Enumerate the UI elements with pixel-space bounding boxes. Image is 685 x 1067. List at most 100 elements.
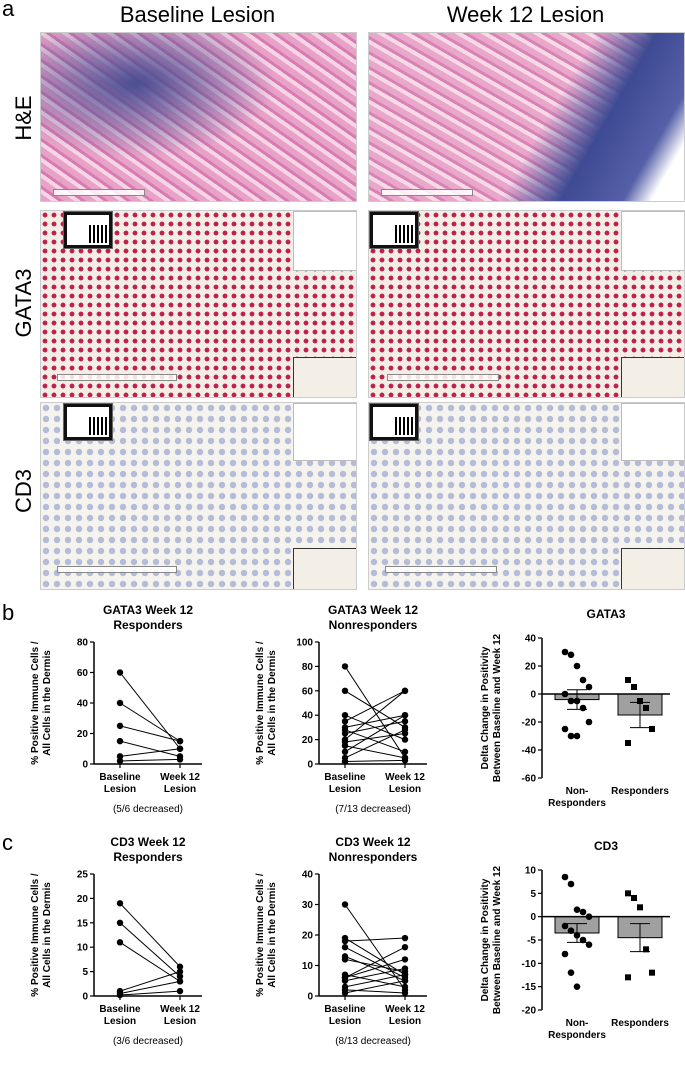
- week12-point: [401, 944, 409, 951]
- slide-thumbnail: [621, 211, 684, 271]
- data-point: [567, 880, 575, 888]
- chart-caption: (8/13 decreased): [335, 1036, 411, 1047]
- baseline-point: [341, 977, 349, 984]
- magnified-inset: [293, 548, 356, 589]
- gata3-week12-image: [368, 210, 685, 398]
- pair-line: [344, 968, 406, 982]
- pair-line: [119, 902, 181, 968]
- y-axis-label-line: % Positive Immune Cells /: [30, 873, 41, 997]
- week12-point: [401, 971, 409, 978]
- data-point: [561, 922, 569, 930]
- data-point: [561, 725, 569, 733]
- pair-line: [344, 958, 406, 973]
- x-tick-label: Responders: [611, 786, 669, 797]
- week12-point: [176, 978, 184, 985]
- baseline-point: [341, 663, 349, 670]
- week12-point: [176, 756, 184, 763]
- y-tick-label: 80: [302, 662, 314, 673]
- x-tick-label: Baseline: [324, 772, 366, 783]
- data-point: [579, 676, 587, 684]
- week12-point: [401, 983, 409, 991]
- baseline-point: [341, 718, 349, 725]
- week12-point: [401, 687, 409, 694]
- pair-line: [344, 690, 406, 722]
- y-tick-label: 10: [302, 961, 314, 972]
- x-tick-label: Responders: [548, 1030, 606, 1041]
- he-baseline-image: [40, 32, 357, 202]
- y-tick-label: 25: [77, 870, 89, 881]
- data-point: [561, 873, 569, 881]
- pair-line: [344, 690, 406, 728]
- row-label-he: H&E: [11, 95, 36, 141]
- slide-thumbnail: [293, 403, 356, 461]
- y-axis-label-line: % Positive Immune Cells /: [255, 873, 266, 997]
- y-axis-label: % Positive Immune Cells / All Cells in th…: [30, 873, 53, 997]
- chart-gata3-responders: GATA3 Week 12 Responders % Positive Immune…: [22, 600, 237, 830]
- data-point: [585, 718, 593, 726]
- week12-point: [401, 726, 409, 734]
- week12-point: [401, 956, 409, 963]
- baseline-point: [341, 956, 349, 963]
- panel-letter-c: c: [2, 830, 13, 855]
- y-tick-label: 80: [77, 638, 89, 649]
- y-axis-label-line: All Cells in the Dermis: [42, 650, 53, 756]
- slide-label-sticker: [63, 211, 113, 249]
- x-tick-label: Non-: [566, 1018, 589, 1029]
- chart-caption: (3/6 decreased): [113, 1036, 183, 1047]
- week12-point: [401, 965, 409, 972]
- pair-line: [119, 748, 181, 757]
- y-tick-label: -15: [522, 982, 537, 993]
- pair-line: [119, 725, 181, 742]
- y-tick-label: -10: [522, 959, 537, 970]
- chart-title: CD3 Week 12: [335, 835, 410, 849]
- pair-line: [344, 980, 406, 994]
- panel-letter-b: b: [2, 600, 15, 625]
- baseline-point: [116, 699, 124, 707]
- y-tick-label: 40: [302, 711, 314, 722]
- chart-caption: (7/13 decreased): [335, 804, 411, 815]
- pair-line: [344, 729, 406, 753]
- data-point: [649, 969, 655, 976]
- pair-line: [344, 974, 406, 988]
- y-tick-label: 10: [525, 866, 537, 877]
- pair-line: [344, 714, 406, 753]
- y-axis-label: Delta Change in Positivity Between Baseli…: [480, 865, 503, 1014]
- baseline-point: [341, 944, 349, 951]
- week12-point: [401, 712, 409, 719]
- data-point: [573, 662, 581, 670]
- week12-point: [176, 987, 184, 995]
- pair-line: [344, 946, 406, 979]
- y-tick-label: 0: [82, 760, 88, 771]
- y-tick-label: -5: [527, 936, 536, 947]
- magnified-inset: [293, 357, 356, 397]
- y-tick-label: -20: [522, 1006, 537, 1017]
- data-point: [631, 684, 637, 690]
- pair-line: [344, 729, 406, 759]
- y-tick-label: 30: [302, 900, 314, 911]
- week12-point: [176, 968, 184, 975]
- x-tick-label: Lesion: [104, 1016, 136, 1027]
- week12-point: [176, 745, 184, 752]
- x-tick-label: Baseline: [324, 1004, 366, 1015]
- week12-point: [401, 977, 409, 984]
- pair-line: [119, 740, 181, 757]
- week12-point: [401, 757, 409, 764]
- y-axis-label-line: All Cells in the Dermis: [267, 650, 278, 756]
- x-tick-label: Lesion: [389, 784, 421, 795]
- y-tick-label: 60: [77, 668, 89, 679]
- y-tick-label: 0: [530, 690, 536, 701]
- slide-thumbnail: [621, 403, 684, 461]
- x-tick-label: Week 12: [385, 1004, 425, 1015]
- pair-line: [344, 714, 406, 728]
- x-tick-label: Responders: [611, 1018, 669, 1029]
- data-point: [567, 651, 575, 659]
- week12-point: [176, 737, 184, 745]
- x-tick-label: Lesion: [164, 1016, 196, 1027]
- y-tick-label: 20: [302, 735, 314, 746]
- pair-line: [344, 904, 406, 991]
- pair-line: [119, 758, 181, 762]
- data-point: [561, 648, 569, 656]
- slide-label-sticker: [63, 403, 113, 441]
- baseline-point: [341, 748, 349, 755]
- scale-bar: [387, 374, 499, 381]
